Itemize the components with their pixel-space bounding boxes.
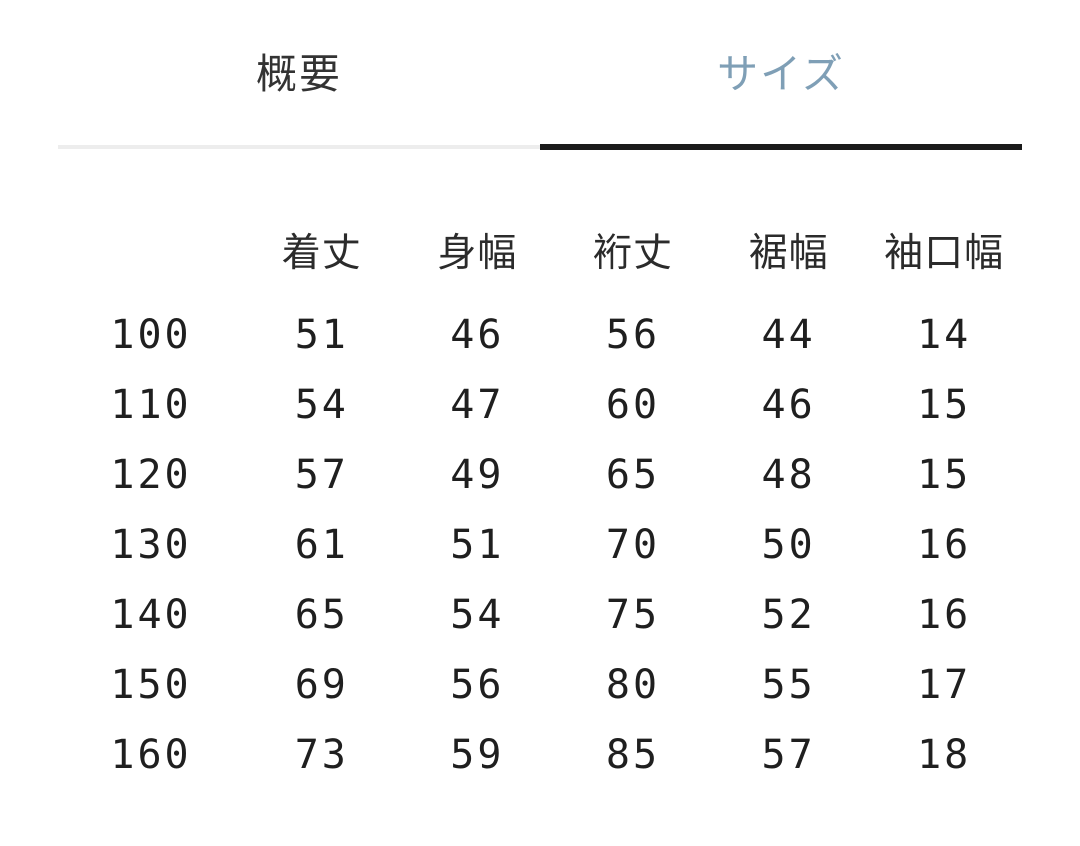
- cell-kitake: 57: [294, 452, 349, 498]
- size-chart-body: 100 51 46 56 44 14 110 54 47 60 46 15 12…: [58, 300, 1022, 790]
- cell-yukitake: 56: [605, 312, 661, 358]
- cell-mihaba: 59: [450, 732, 505, 778]
- column-header-yukitake: 裄丈: [592, 232, 673, 275]
- row-size-label: 150: [110, 662, 192, 708]
- cell-yukitake: 80: [605, 662, 661, 708]
- cell-susohaba: 57: [761, 732, 816, 778]
- column-header-susohaba: 裾幅: [748, 232, 829, 275]
- tab-overview-underline: [58, 145, 540, 149]
- cell-mihaba: 49: [450, 452, 505, 498]
- table-row: 120 57 49 65 48 15: [58, 440, 1022, 510]
- cell-sodeguchihaba: 15: [917, 382, 972, 428]
- table-row: 140 65 54 75 52 16: [58, 580, 1022, 650]
- tab-underline-track: [58, 144, 1022, 150]
- cell-sodeguchihaba: 16: [917, 592, 972, 638]
- tab-size-label: サイズ: [717, 51, 845, 97]
- cell-yukitake: 70: [605, 522, 661, 568]
- cell-mihaba: 56: [450, 662, 505, 708]
- table-row: 100 51 46 56 44 14: [58, 300, 1022, 370]
- size-column-header: [58, 200, 244, 300]
- tab-size[interactable]: サイズ: [540, 36, 1022, 95]
- cell-mihaba: 46: [450, 312, 505, 358]
- column-header-kitake: 着丈: [281, 232, 362, 275]
- cell-sodeguchihaba: 17: [917, 662, 972, 708]
- table-row: 130 61 51 70 50 16: [58, 510, 1022, 580]
- column-header-sodeguchihaba: 袖口幅: [884, 232, 1005, 275]
- tab-overview[interactable]: 概要: [58, 36, 540, 95]
- cell-kitake: 51: [294, 312, 349, 358]
- cell-kitake: 65: [294, 592, 349, 638]
- tab-overview-label: 概要: [256, 51, 342, 97]
- cell-mihaba: 47: [450, 382, 505, 428]
- cell-sodeguchihaba: 16: [917, 522, 972, 568]
- tab-size-underline-active: [540, 144, 1022, 150]
- cell-mihaba: 54: [450, 592, 505, 638]
- cell-susohaba: 48: [761, 452, 816, 498]
- row-size-label: 120: [110, 452, 192, 498]
- product-detail-tabs: 概要 サイズ: [58, 36, 1022, 150]
- cell-kitake: 61: [294, 522, 349, 568]
- size-chart-header-row: 着丈 身幅 裄丈 裾幅 袖口幅: [58, 200, 1022, 300]
- row-size-label: 100: [110, 312, 192, 358]
- cell-susohaba: 55: [761, 662, 816, 708]
- cell-sodeguchihaba: 15: [917, 452, 972, 498]
- row-size-label: 130: [110, 522, 192, 568]
- row-size-label: 110: [110, 382, 192, 428]
- size-chart: 着丈 身幅 裄丈 裾幅 袖口幅 100 51 46 56 44 14 110: [58, 200, 1022, 790]
- cell-mihaba: 51: [450, 522, 505, 568]
- cell-kitake: 73: [294, 732, 349, 778]
- tab-list: 概要 サイズ: [58, 36, 1022, 145]
- cell-susohaba: 44: [761, 312, 816, 358]
- row-size-label: 160: [110, 732, 192, 778]
- cell-susohaba: 50: [761, 522, 816, 568]
- cell-kitake: 69: [294, 662, 349, 708]
- cell-yukitake: 60: [605, 382, 661, 428]
- size-chart-table: 着丈 身幅 裄丈 裾幅 袖口幅 100 51 46 56 44 14 110: [58, 200, 1022, 790]
- cell-yukitake: 65: [605, 452, 661, 498]
- cell-susohaba: 52: [761, 592, 816, 638]
- cell-yukitake: 75: [605, 592, 661, 638]
- cell-kitake: 54: [294, 382, 349, 428]
- size-chart-head: 着丈 身幅 裄丈 裾幅 袖口幅: [58, 200, 1022, 300]
- cell-susohaba: 46: [761, 382, 816, 428]
- cell-sodeguchihaba: 18: [917, 732, 972, 778]
- cell-sodeguchihaba: 14: [917, 312, 972, 358]
- column-header-mihaba: 身幅: [437, 232, 518, 275]
- table-row: 110 54 47 60 46 15: [58, 370, 1022, 440]
- table-row: 160 73 59 85 57 18: [58, 720, 1022, 790]
- cell-yukitake: 85: [605, 732, 661, 778]
- row-size-label: 140: [110, 592, 192, 638]
- table-row: 150 69 56 80 55 17: [58, 650, 1022, 720]
